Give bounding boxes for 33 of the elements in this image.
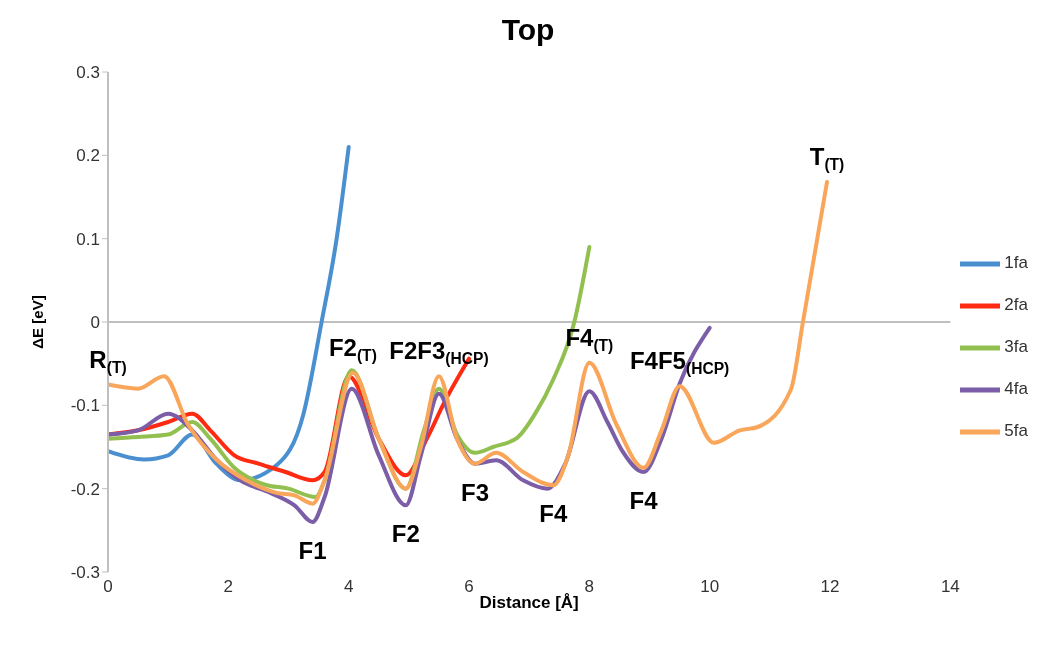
annotation: F4 xyxy=(629,486,659,514)
y-tick-label: -0.3 xyxy=(70,563,100,583)
y-tick-label: 0 xyxy=(90,313,100,333)
legend-label: 4fa xyxy=(1004,379,1028,398)
y-tick-label: -0.1 xyxy=(70,396,100,416)
annotation: T$_{(T)}$ xyxy=(809,142,845,173)
legend-label: 3fa xyxy=(1004,337,1028,356)
x-tick-label: 14 xyxy=(940,577,960,597)
legend-label: 2fa xyxy=(1004,295,1028,314)
annotation: R$_{(T)}$ xyxy=(89,345,127,376)
chart-title: Top xyxy=(500,12,556,48)
y-tick-label: 0.2 xyxy=(76,146,100,166)
x-tick-label: 6 xyxy=(464,577,474,597)
annotation: F2 xyxy=(391,519,420,547)
annotation: F4F5$_{(HCP)}$ xyxy=(629,346,730,378)
y-tick-label: 0.3 xyxy=(76,63,100,83)
legend-label: 1fa xyxy=(1004,253,1028,272)
x-axis-title: Distance [Å] xyxy=(479,593,579,612)
x-tick-label: 4 xyxy=(343,577,354,597)
x-tick-label: 8 xyxy=(584,577,595,597)
legend-label: 5fa xyxy=(1004,421,1028,440)
x-tick-label: 0 xyxy=(103,577,113,597)
x-tick-label: 10 xyxy=(700,577,720,597)
annotation: F2F3$_{(HCP)}$ xyxy=(389,336,489,368)
annotation: F4 xyxy=(539,499,568,527)
annotation: F3 xyxy=(461,478,490,506)
annotation: F2$_{(T)}$ xyxy=(328,333,377,364)
x-tick-label: 2 xyxy=(223,577,234,597)
y-tick-label: -0.2 xyxy=(70,479,100,499)
y-axis-title: ΔE [eV] xyxy=(29,295,47,349)
annotation: F1 xyxy=(298,536,327,564)
x-tick-label: 12 xyxy=(820,577,840,597)
y-tick-label: 0.1 xyxy=(76,229,100,249)
